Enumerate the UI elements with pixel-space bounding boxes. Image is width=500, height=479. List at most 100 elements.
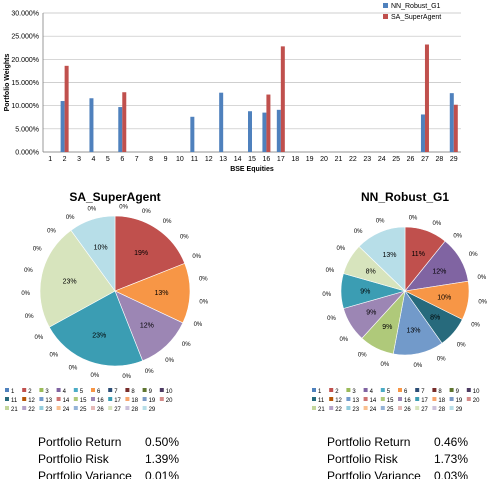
legend-label: 21 — [318, 407, 325, 413]
y-tick-label: 25.000% — [11, 34, 39, 41]
pie-data-label: 13% — [154, 290, 168, 297]
legend-label: 16 — [97, 398, 104, 404]
legend-swatch — [380, 397, 385, 401]
legend-swatch — [383, 14, 388, 19]
pie-data-label: 0% — [122, 374, 131, 380]
legend-swatch — [415, 406, 420, 410]
x-tick-label: 29 — [450, 156, 458, 163]
legend-swatch — [363, 397, 368, 401]
legend-swatch — [22, 406, 27, 410]
bar — [453, 104, 458, 152]
legend-label: 24 — [370, 407, 377, 413]
legend-swatch — [108, 388, 113, 392]
x-tick-label: 17 — [277, 156, 285, 163]
pie-data-label: 0% — [25, 314, 34, 320]
legend-label: 28 — [438, 407, 445, 413]
legend-swatch — [329, 397, 334, 401]
bar — [276, 109, 281, 152]
legend-swatch — [466, 388, 471, 392]
x-tick-label: 12 — [205, 156, 213, 163]
legend-label: 27 — [114, 407, 121, 413]
x-tick-label: 16 — [263, 156, 271, 163]
legend-swatch — [125, 388, 130, 392]
bar — [89, 98, 94, 152]
portfolio-variance-label: Portfolio Variance — [327, 469, 421, 479]
bar — [122, 92, 127, 152]
legend-swatch — [432, 406, 437, 410]
legend-swatch — [39, 388, 44, 392]
legend-label: 3 — [45, 389, 49, 395]
legend-label: 9 — [149, 389, 153, 395]
legend-swatch — [363, 388, 368, 392]
legend-swatch — [329, 406, 334, 410]
pie-data-label: 13% — [406, 327, 420, 334]
bar — [424, 44, 429, 152]
legend-label: 21 — [11, 407, 18, 413]
legend-swatch — [449, 388, 454, 392]
pie-data-label: 19% — [134, 250, 148, 257]
legend-label: 10 — [473, 389, 480, 395]
legend-label: 13 — [45, 398, 52, 404]
legend-label: 1 — [11, 389, 15, 395]
legend-label: 26 — [97, 407, 104, 413]
bar — [190, 116, 195, 152]
legend-label: 8 — [131, 389, 135, 395]
bar — [280, 46, 285, 152]
legend-swatch — [56, 406, 61, 410]
legend-swatch — [466, 397, 471, 401]
legend-swatch — [398, 388, 402, 392]
legend-swatch — [39, 406, 44, 410]
pie-data-label: 0% — [142, 209, 151, 215]
legend-label: 15 — [80, 398, 87, 404]
x-tick-label: 28 — [435, 156, 443, 163]
legend-label: 15 — [387, 398, 394, 404]
pie-data-label: 0% — [414, 363, 423, 369]
legend-swatch — [22, 388, 27, 392]
legend-swatch — [380, 388, 385, 392]
legend-swatch — [125, 406, 130, 410]
pie-data-label: 23% — [63, 278, 77, 285]
legend-swatch — [159, 397, 164, 401]
pie-data-label: 0% — [91, 373, 100, 379]
legend-label: 20 — [166, 398, 173, 404]
pie-slice — [358, 226, 406, 292]
y-tick-label: 30.000% — [11, 11, 39, 18]
legend-label: 14 — [63, 398, 70, 404]
pie-data-label: 0% — [453, 233, 462, 239]
sa-superagent-metrics: Portfolio Return 0.50% Portfolio Risk 1.39… — [38, 434, 179, 479]
legend-swatch — [449, 397, 454, 401]
pie-data-label: 0% — [180, 235, 189, 241]
pie-data-label: 0% — [376, 218, 385, 224]
legend-swatch — [346, 397, 351, 401]
legend-label: 22 — [28, 407, 35, 413]
pie-data-label: 0% — [336, 246, 345, 252]
legend-label: 29 — [456, 407, 463, 413]
legend-swatch — [91, 388, 95, 392]
legend-swatch — [432, 388, 437, 392]
pie-data-label: 0% — [478, 275, 487, 281]
legend-label: 14 — [370, 398, 377, 404]
pie-data-label: 10% — [94, 244, 108, 251]
legend-label: 25 — [387, 407, 394, 413]
legend-label: 2 — [335, 389, 339, 395]
pie-data-label: 0% — [471, 323, 480, 329]
pie-data-label: 0% — [322, 292, 331, 298]
pie-data-label: 8% — [366, 269, 376, 276]
pie-data-label: 0% — [182, 342, 191, 348]
x-tick-label: 11 — [191, 156, 198, 163]
pie-data-label: 0% — [145, 369, 154, 375]
x-tick-label: 19 — [306, 156, 314, 163]
bar — [420, 114, 425, 152]
pie-data-label: 23% — [92, 332, 106, 339]
legend-swatch — [346, 406, 351, 410]
portfolio-variance-value: 0.01% — [145, 469, 180, 479]
y-tick-label: 10.000% — [11, 103, 39, 110]
pie-data-label: 0% — [194, 322, 203, 328]
x-tick-label: 4 — [91, 156, 95, 163]
pie-data-label: 12% — [432, 269, 446, 276]
legend-label: 5 — [80, 389, 84, 395]
legend-swatch — [432, 397, 437, 401]
legend-swatch — [108, 397, 113, 401]
x-tick-label: 18 — [291, 156, 299, 163]
